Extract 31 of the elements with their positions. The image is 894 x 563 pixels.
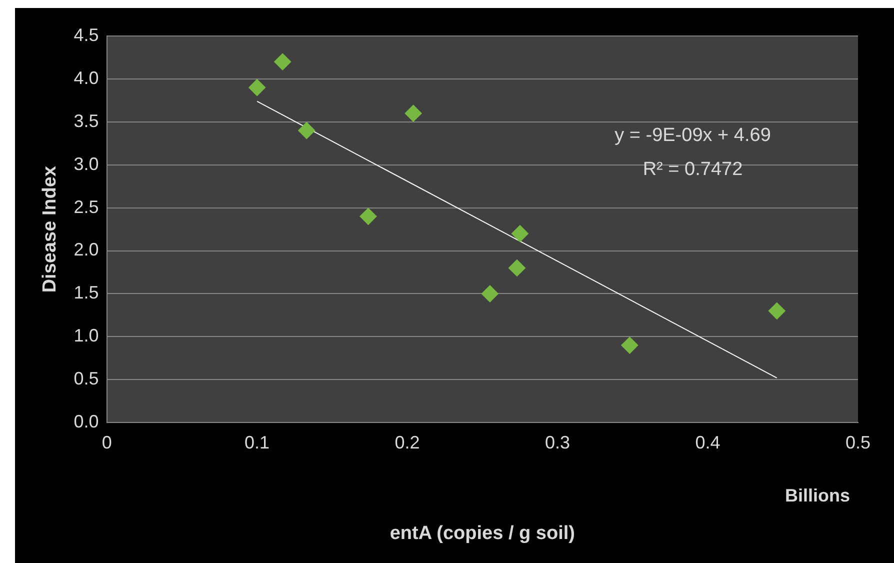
x-tick-label: 0.3 (545, 432, 570, 452)
point (248, 79, 266, 96)
y-tick-label: 2.0 (74, 240, 99, 260)
point (768, 302, 786, 320)
point (360, 208, 377, 225)
point (508, 259, 526, 276)
point (298, 122, 316, 139)
annotation: y = -9E-09x + 4.69 (614, 125, 771, 146)
y-tick-label: 1.0 (74, 326, 99, 346)
y-tick-label: 0.0 (74, 412, 99, 432)
text: Billions (784, 486, 850, 506)
point (621, 336, 638, 354)
y-tick-label: 3.0 (74, 154, 99, 174)
x-axis-title: entA (copies / g soil) (390, 522, 575, 544)
point (481, 285, 498, 302)
y-tick-label: 4.5 (74, 24, 99, 45)
y-tick-label: 0.5 (74, 368, 99, 389)
y-axis-title: Disease Index (40, 166, 61, 293)
x-tick-label: 0.4 (695, 432, 720, 452)
x-tick-label: 0 (102, 432, 112, 452)
y-tick-label: 4.0 (74, 68, 99, 88)
y-tick-label: 2.5 (74, 196, 99, 217)
point (404, 104, 422, 122)
point (274, 53, 292, 70)
point (511, 225, 528, 242)
annotation: R² = 0.7472 (642, 159, 743, 180)
x-tick-label: 0.1 (244, 432, 270, 452)
x-tick-label: 0.5 (845, 432, 871, 452)
y-tick-label: 1.5 (74, 282, 99, 303)
y-tick-label: 3.5 (74, 110, 99, 131)
x-tick-label: 0.2 (394, 432, 420, 452)
